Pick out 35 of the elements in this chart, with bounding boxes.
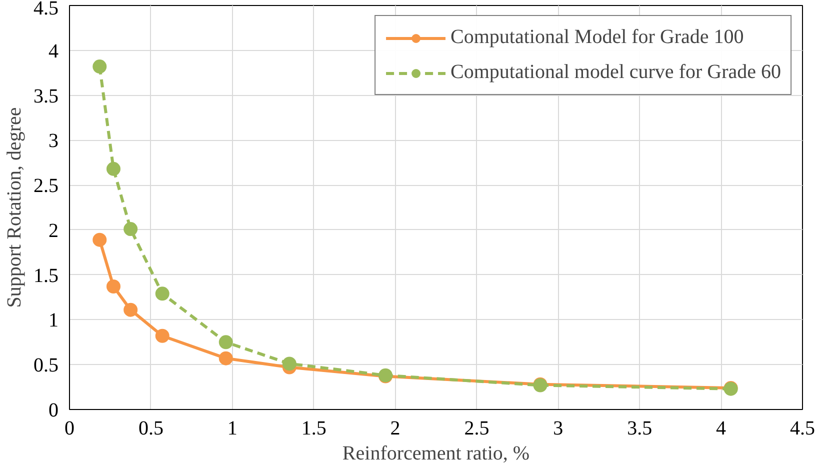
y-tick-label: 2.5 [34,175,58,198]
x-tick-label: 3.5 [627,418,652,440]
legend-label: Computational Model for Grade 100 [450,26,744,49]
x-tick-label: 1.5 [301,418,326,440]
y-tick-label: 0 [48,400,58,422]
x-tick-label: 1 [227,418,238,440]
point [282,356,296,371]
point [106,162,120,176]
y-tick-label: 4.5 [34,0,58,20]
legend-label: Computational model curve for Grade 60 [450,61,781,84]
point [92,232,107,247]
point [218,335,233,350]
x-tick-label: 4.5 [790,418,815,440]
point [124,302,138,317]
point [218,351,233,366]
point [155,328,170,343]
y-tick-label: 1 [48,310,58,332]
x-tick-label: 2.5 [464,418,490,440]
x-tick-label: 0 [64,418,74,440]
point [155,286,170,301]
y-tick-label: 2 [48,220,58,242]
point [124,222,138,236]
y-tick-label: 3.5 [34,85,58,108]
x-tick-label: 4 [716,418,726,440]
x-tick-label: 3 [553,418,564,440]
y-tick-label: 1.5 [34,264,58,287]
x-tick-label: 0.5 [138,418,164,440]
y-tick-label: 0.5 [34,354,58,377]
y-axis-title: Support Rotation, degree [4,107,26,308]
x-tick-label: 2 [390,418,400,440]
x-axis-title: Reinforcement ratio, % [342,442,530,464]
point [92,60,107,74]
y-tick-label: 3 [48,130,58,152]
point [106,280,120,294]
y-tick-label: 4 [48,40,58,62]
